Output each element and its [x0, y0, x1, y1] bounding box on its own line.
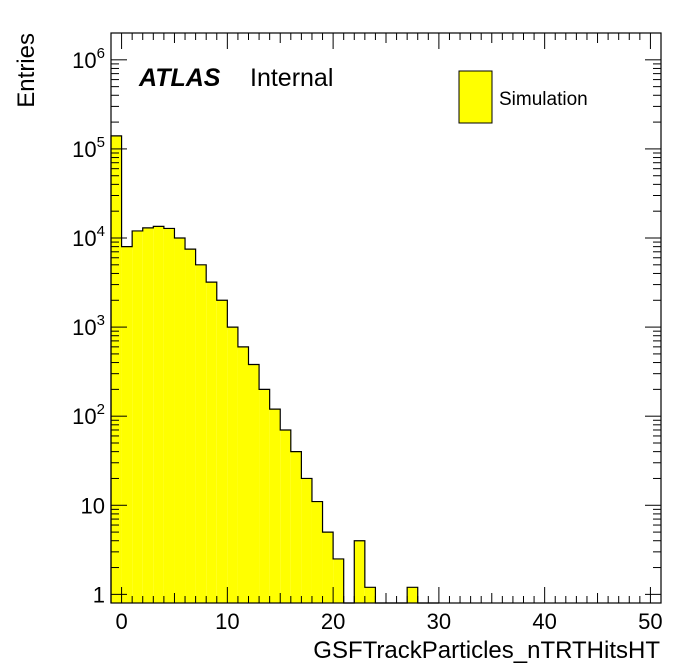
internal-label: Internal — [250, 64, 333, 92]
x-tick-label: 0 — [115, 609, 127, 634]
x-tick-label: 10 — [215, 609, 239, 634]
histogram-bar — [163, 228, 175, 603]
histogram-bar — [206, 282, 217, 603]
x-tick-label: 20 — [321, 609, 345, 634]
histogram-bar — [354, 540, 365, 603]
y-tick-label: 105 — [72, 134, 105, 162]
histogram-bar — [121, 246, 133, 603]
histogram-bar — [290, 451, 302, 603]
histogram-outline — [110, 135, 439, 604]
histogram-bar — [407, 587, 418, 603]
y-tick-label: 103 — [72, 312, 105, 340]
histogram-bar — [153, 226, 164, 603]
histogram-bar — [301, 478, 312, 603]
histogram-bar — [269, 409, 281, 603]
histogram-bar — [111, 135, 122, 603]
histogram-bar — [142, 227, 154, 603]
histogram-bar — [280, 429, 291, 603]
histogram-bar — [174, 238, 186, 603]
plot-frame — [110, 32, 662, 604]
x-axis-title: GSFTrackParticles_nTRTHitsHT — [313, 637, 660, 664]
x-tick-label: 50 — [638, 609, 662, 634]
y-axis-title: Entries — [13, 33, 40, 108]
legend-label: Simulation — [499, 89, 588, 110]
histogram-bar — [364, 587, 376, 603]
x-tick-label: 30 — [427, 609, 451, 634]
legend: Simulation — [458, 70, 588, 124]
atlas-label: ATLAS — [138, 64, 221, 92]
histogram-bar — [248, 364, 260, 603]
histogram-bar — [237, 346, 249, 603]
histogram-bar — [322, 532, 334, 603]
legend-swatch — [458, 70, 493, 124]
histogram-bar — [311, 501, 323, 603]
histogram-bar — [195, 264, 207, 603]
histogram-bar — [185, 249, 196, 604]
y-tick-label: 10 — [81, 493, 105, 518]
y-tick-label: 102 — [72, 401, 105, 429]
axis-ticks — [111, 32, 661, 603]
histogram-bar — [333, 558, 344, 603]
histogram-bar — [216, 300, 228, 603]
y-tick-label: 1 — [93, 582, 105, 607]
histogram-bar — [259, 389, 270, 603]
x-tick-label: 40 — [532, 609, 556, 634]
y-tick-labels: 1 10 102 103 104 105 106 — [72, 45, 105, 608]
x-tick-labels: 0 10 20 30 40 50 — [115, 609, 662, 634]
y-tick-label: 104 — [72, 223, 105, 251]
y-tick-label: 106 — [72, 45, 105, 73]
histogram-bars — [110, 135, 439, 604]
histogram-bar — [132, 230, 143, 603]
histogram-bar — [227, 327, 238, 603]
